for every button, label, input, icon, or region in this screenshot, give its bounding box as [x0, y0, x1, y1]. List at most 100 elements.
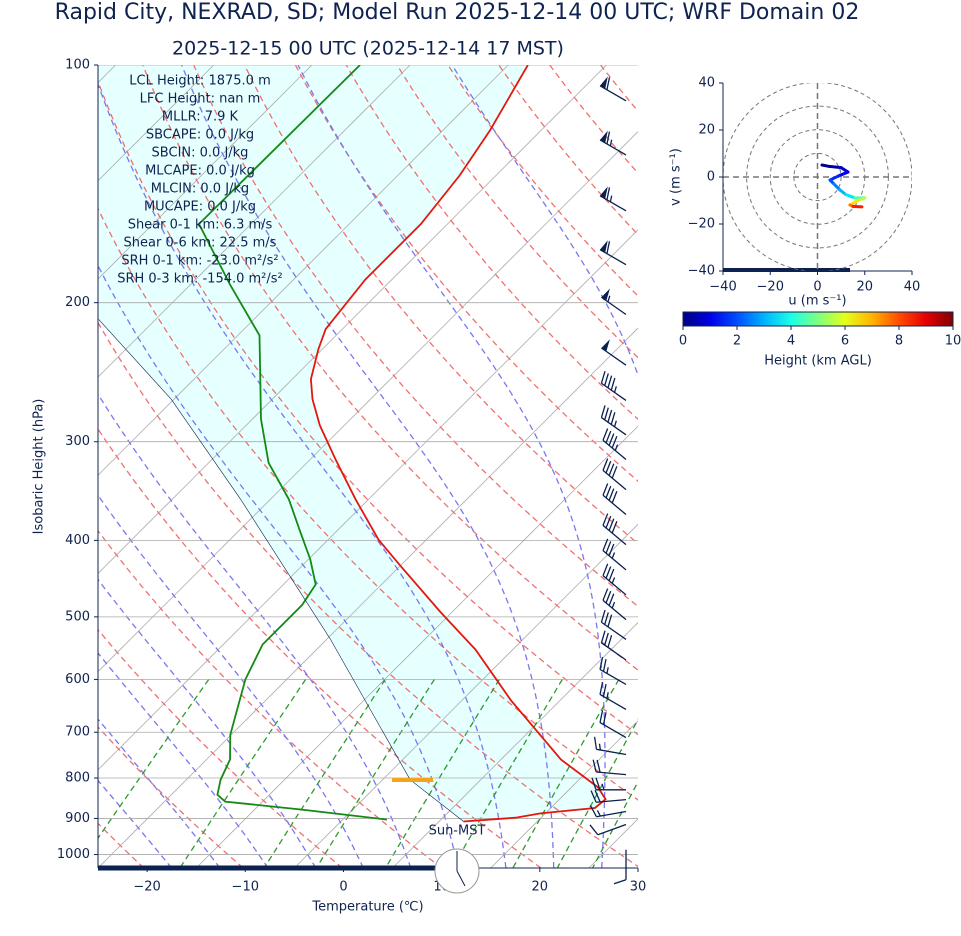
- y-tick-label: 40: [698, 76, 715, 91]
- x-axis-label: u (m s⁻¹): [788, 294, 846, 309]
- barb-half-feather: [613, 386, 617, 393]
- dry-adiabat: [702, 65, 961, 868]
- colorbar-tick-label: 8: [895, 334, 903, 349]
- parcel-line: [98, 319, 464, 822]
- barb-feather: [606, 131, 611, 145]
- barb-feather: [605, 515, 612, 529]
- wind-barb: [602, 538, 627, 571]
- x-tick-label: 0: [813, 280, 821, 295]
- barb-feather: [607, 614, 613, 627]
- mixing-ratio-line: [512, 679, 620, 868]
- barb-staff: [602, 599, 627, 621]
- barb-half-feather: [601, 783, 605, 791]
- dry-adiabat: [498, 65, 638, 236]
- chart-subtitle: 2025-12-15 00 UTC (2025-12-14 17 MST): [172, 38, 564, 60]
- x-axis-label: Temperature (℃): [311, 900, 423, 915]
- annotation: LFC Height: nan m: [140, 92, 261, 107]
- clock-hand: [456, 870, 466, 887]
- colorbar-tick-label: 4: [787, 334, 795, 349]
- y-axis-label: v (m s⁻¹): [669, 148, 684, 206]
- y-tick-label: 300: [65, 434, 90, 449]
- x-tick-label: 0: [339, 880, 347, 895]
- barb-feather: [589, 824, 599, 836]
- colorbar-tick-label: 6: [841, 334, 849, 349]
- barb-staff: [599, 249, 627, 266]
- barb-feather: [602, 712, 607, 725]
- annotation: LCL Height: 1875.0 m: [129, 74, 270, 89]
- barb-staff: [599, 693, 627, 711]
- barb-feather: [610, 377, 616, 391]
- barb-feather: [611, 490, 618, 504]
- dry-adiabat: [98, 321, 638, 868]
- barb-half-feather: [614, 444, 619, 451]
- isotherm: [195, 425, 638, 868]
- annotation: SRH 0-1 km: -23.0 m²/s²: [121, 254, 278, 269]
- barb-flag: [600, 186, 608, 199]
- wind-barb: [602, 483, 627, 516]
- page-title: Rapid City, NEXRAD, SD; Model Run 2025-1…: [55, 0, 860, 25]
- wind-barb: [602, 513, 627, 546]
- barb-feather: [607, 635, 613, 648]
- annotation: MLCIN: 0.0 J/kg: [151, 182, 249, 197]
- mixing-ratio-line: [384, 679, 500, 868]
- wind-barb: [602, 588, 627, 621]
- y-tick-label: −40: [688, 264, 715, 279]
- barb-feather: [589, 805, 598, 818]
- y-tick-label: 0: [707, 170, 715, 185]
- mixing-ratio-line: [179, 679, 307, 868]
- barb-staff: [602, 469, 627, 491]
- isotherm: [98, 65, 411, 378]
- clock-label: Sun-MST: [429, 824, 486, 839]
- barb-feather: [593, 736, 598, 750]
- dry-adiabat: [243, 65, 638, 545]
- barb-feather: [604, 612, 609, 625]
- annotation: MLCAPE: 0.0 J/kg: [145, 164, 255, 179]
- barb-feather: [610, 412, 616, 425]
- barb-staff: [599, 722, 627, 739]
- barb-feather: [606, 241, 611, 254]
- barb-feather: [608, 593, 615, 606]
- barb-feather: [607, 409, 613, 423]
- barb-staff: [596, 798, 627, 803]
- mixing-ratio-line: [451, 679, 563, 868]
- wind-barb: [599, 656, 627, 686]
- barb-feather: [602, 538, 609, 551]
- annotation: Shear 0-1 km: 6.3 m/s: [128, 218, 273, 233]
- y-tick-label: 600: [65, 672, 90, 687]
- dry-adiabat: [345, 65, 638, 421]
- annotation: MLLR: 7.9 K: [162, 110, 239, 125]
- isotherm: [98, 65, 313, 280]
- annotation: SRH 0-3 km: -154.0 m²/s²: [117, 272, 283, 287]
- barb-feather: [602, 458, 609, 471]
- y-tick-label: 700: [65, 725, 90, 740]
- x-tick-label: −40: [709, 280, 736, 295]
- x-tick-label: 20: [532, 880, 549, 895]
- barb-feather: [602, 683, 607, 697]
- barb-feather: [608, 463, 615, 476]
- x-tick-label: 30: [630, 880, 647, 895]
- isotherm: [98, 327, 638, 868]
- barb-feather: [605, 430, 612, 444]
- wind-barb: [600, 630, 627, 661]
- hodograph-segment: [844, 193, 857, 200]
- barb-feather: [606, 77, 611, 90]
- wind-barb: [599, 130, 627, 156]
- barb-feather: [602, 428, 609, 441]
- barb-feather: [605, 566, 612, 579]
- barb-feather: [600, 405, 606, 418]
- x-tick-label: 40: [904, 280, 921, 295]
- barb-staff: [596, 810, 627, 818]
- y-tick-label: 900: [65, 811, 90, 826]
- isotherm: [98, 229, 638, 771]
- wind-barb: [599, 186, 627, 212]
- y-tick-label: 200: [65, 295, 90, 310]
- barb-feather: [592, 759, 597, 773]
- colorbar: [682, 311, 954, 327]
- barb-staff: [602, 439, 627, 461]
- barb-feather: [611, 521, 618, 534]
- moist-adiabat: [181, 65, 555, 868]
- isotherm: [392, 621, 638, 868]
- isotherm: [0, 65, 17, 868]
- wind-barb: [599, 710, 627, 739]
